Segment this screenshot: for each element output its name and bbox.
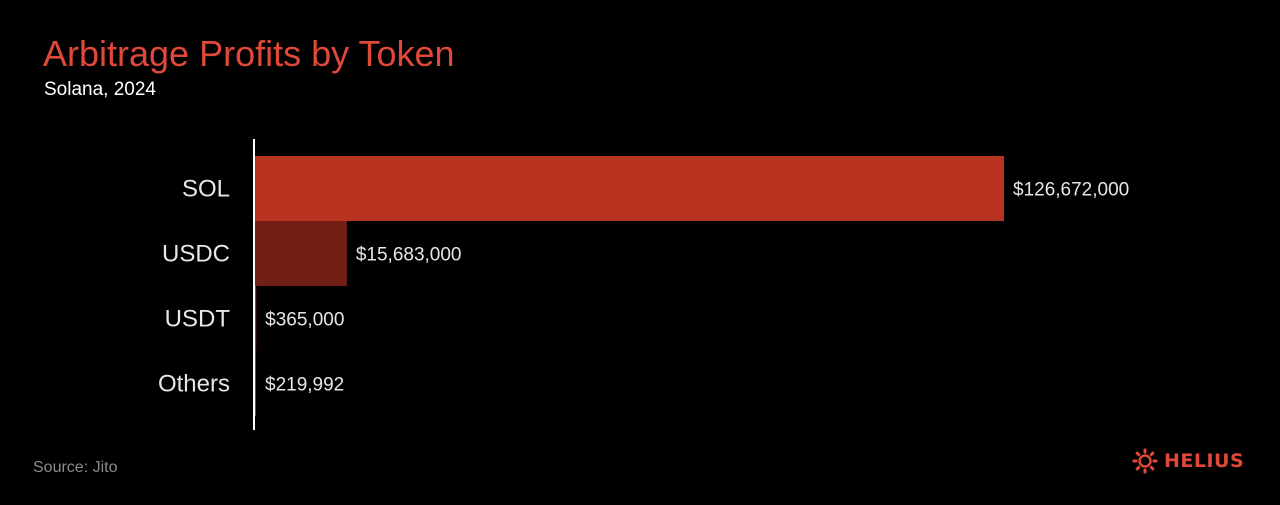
bar-usdc (254, 221, 347, 286)
category-label-sol: SOL (182, 176, 230, 203)
bars-group (254, 156, 1004, 416)
value-label-sol: $126,672,000 (1013, 180, 1129, 201)
value-label-others: $219,992 (265, 375, 344, 396)
brand-name: HELIUS (1164, 450, 1245, 472)
category-label-usdc: USDC (162, 241, 230, 268)
category-label-usdt: USDT (165, 306, 231, 333)
helius-logo-icon (1132, 448, 1158, 474)
category-label-others: Others (158, 371, 230, 398)
brand-logo: HELIUS (1132, 448, 1244, 474)
value-label-usdt: $365,000 (265, 310, 344, 331)
value-label-usdc: $15,683,000 (356, 245, 462, 266)
source-note: Source: Jito (33, 459, 118, 476)
bar-sol (254, 156, 1004, 221)
bar-usdt (254, 286, 257, 351)
chart-title: Arbitrage Profits by Token (43, 33, 455, 74)
chart-subtitle: Solana, 2024 (44, 79, 156, 100)
value-labels-group: $126,672,000 $15,683,000 $365,000 $219,992 (265, 180, 1129, 396)
category-labels-group: SOL USDC USDT Others (158, 176, 230, 398)
